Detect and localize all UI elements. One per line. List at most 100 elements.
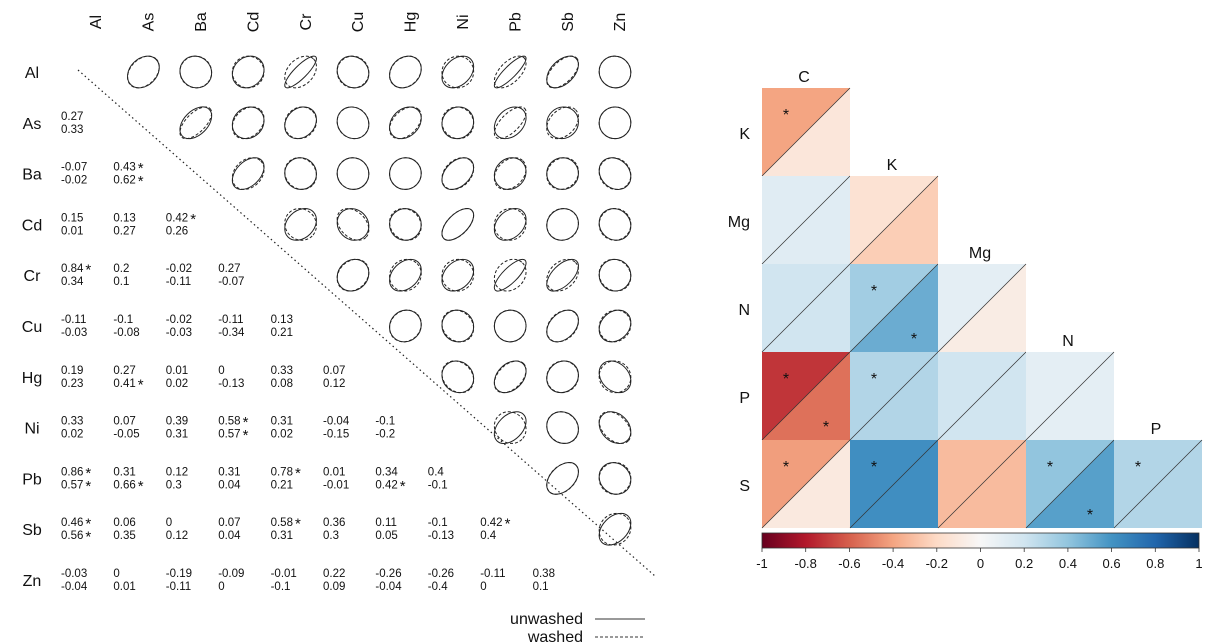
washed-ellipse	[441, 106, 475, 140]
heat-column-label-p: P	[1151, 421, 1162, 438]
unwashed-ellipse	[389, 55, 422, 89]
heat-cell-s-k: *	[849, 439, 939, 529]
ellipse-ba-ni	[441, 157, 475, 190]
washed-ellipse	[493, 106, 527, 140]
washed-value: 0	[218, 581, 224, 593]
significance-star: *	[138, 173, 144, 190]
ellipse-ba-hg	[389, 157, 422, 190]
ellipse-al-zn	[598, 55, 632, 89]
washed-ellipse	[284, 157, 317, 190]
washed-ellipse	[598, 106, 632, 140]
value-pair-zn-hg: -0.26-0.04	[375, 568, 402, 593]
unwashed-value: 0.11	[375, 517, 397, 529]
cell-split-line	[1113, 439, 1203, 529]
unwashed-value: 0	[218, 365, 224, 377]
ellipse-cu-sb	[546, 309, 579, 343]
unwashed-value: 0.07	[323, 365, 345, 377]
unwashed-ellipse	[493, 55, 527, 89]
ellipse-hg-pb	[493, 360, 527, 394]
washed-value: -0.04	[61, 581, 88, 593]
ellipse-ni-sb	[546, 411, 579, 444]
unwashed-value: -0.03	[61, 568, 87, 580]
unwashed-ellipse	[598, 208, 632, 241]
washed-value: 0.3	[166, 479, 182, 491]
washed-value: 0.66	[113, 479, 135, 491]
ellipse-al-cd	[231, 55, 265, 89]
column-label-al: Al	[88, 15, 105, 29]
significance-star: *	[295, 465, 301, 482]
unwashed-value: 0.22	[323, 568, 345, 580]
significance-star: *	[138, 376, 144, 393]
heat-row-label-n: N	[738, 302, 750, 319]
washed-value: 0.26	[166, 225, 188, 237]
value-pair-ni-al: 0.330.02	[61, 416, 83, 441]
heat-cell-mg-k	[849, 175, 939, 265]
row-label-cd: Cd	[22, 217, 42, 234]
colorbar-tick-label: 0.4	[1059, 556, 1077, 571]
cell-split-line	[1025, 351, 1115, 441]
washed-value: -0.2	[375, 429, 395, 441]
unwashed-ellipse	[546, 258, 579, 292]
washed-value: -0.4	[428, 581, 448, 593]
cell-split-line	[761, 439, 851, 529]
value-pair-ni-cd: 0.580.57**	[218, 414, 248, 444]
colorbar-tick-label: 1	[1195, 556, 1202, 571]
washed-ellipse	[231, 157, 265, 190]
washed-value: 0.23	[61, 378, 83, 390]
unwashed-value: 0.13	[113, 212, 135, 224]
washed-ellipse	[389, 55, 422, 89]
significance-star: *	[871, 459, 877, 476]
unwashed-ellipse	[598, 309, 632, 343]
unwashed-value: 0.4	[428, 466, 445, 478]
washed-value: -0.11	[166, 276, 191, 288]
ellipse-ba-cr	[284, 157, 317, 190]
unwashed-value: -0.07	[61, 162, 87, 174]
unwashed-value: 0.01	[166, 365, 188, 377]
value-pair-hg-cd: 0-0.13	[218, 365, 244, 390]
washed-ellipse	[441, 157, 475, 190]
unwashed-ellipse	[336, 55, 370, 89]
significance-star: *	[871, 283, 877, 300]
heat-cell-n-c	[761, 263, 851, 353]
colorbar-tick-label: -0.2	[926, 556, 948, 571]
significance-star: *	[783, 371, 789, 388]
ellipse-cd-ni	[441, 208, 475, 241]
unwashed-value: 0.15	[61, 212, 83, 224]
washed-value: 0.31	[166, 429, 188, 441]
significance-star: *	[85, 516, 91, 533]
washed-value: 0.27	[113, 225, 135, 237]
unwashed-value: 0.39	[166, 416, 188, 428]
washed-ellipse	[127, 55, 160, 89]
value-pair-hg-ba: 0.010.02	[166, 365, 188, 390]
ellipse-cr-pb	[493, 258, 527, 292]
unwashed-value: -0.11	[61, 314, 86, 326]
unwashed-value: -0.11	[480, 568, 505, 580]
washed-ellipse	[546, 462, 579, 495]
washed-value: -0.08	[113, 327, 139, 339]
unwashed-value: 0.46	[61, 517, 83, 529]
ellipse-as-pb	[493, 106, 527, 140]
washed-value: -0.11	[166, 581, 191, 593]
washed-value: 0.12	[323, 378, 345, 390]
value-pair-zn-ba: -0.19-0.11	[166, 568, 192, 593]
washed-ellipse	[389, 208, 422, 241]
heat-cell-s-mg	[937, 439, 1027, 529]
value-pair-ni-cr: 0.310.02	[271, 416, 293, 441]
washed-ellipse	[179, 106, 213, 140]
significance-star: *	[783, 107, 789, 124]
heat-row-label-k: K	[739, 126, 750, 143]
significance-star: *	[295, 516, 301, 533]
ellipse-al-cr	[284, 55, 317, 89]
unwashed-value: 0.42	[166, 212, 188, 224]
washed-ellipse	[493, 309, 527, 343]
unwashed-value: 0.78	[271, 466, 293, 478]
washed-value: -0.03	[166, 327, 192, 339]
unwashed-ellipse	[598, 55, 632, 89]
unwashed-ellipse	[284, 55, 317, 89]
washed-value: -0.07	[218, 276, 244, 288]
washed-ellipse	[598, 309, 632, 343]
value-pair-hg-cu: 0.070.12	[323, 365, 345, 390]
washed-value: 0.42	[375, 479, 397, 491]
value-pair-pb-al: 0.860.57**	[61, 465, 91, 495]
